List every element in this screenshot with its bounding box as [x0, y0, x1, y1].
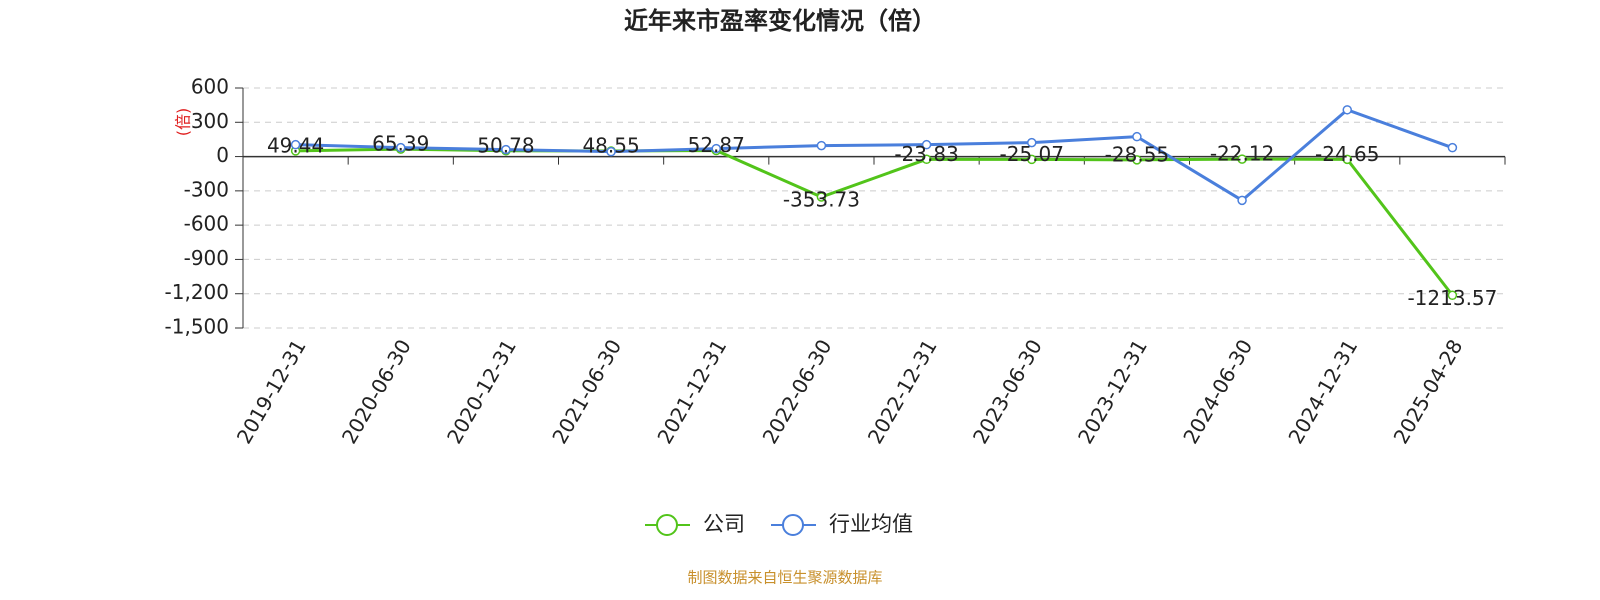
legend-marker	[782, 514, 804, 536]
data-label: 48.55	[582, 134, 639, 158]
data-point	[1132, 155, 1142, 165]
x-tick-label: 2022-12-31	[863, 335, 942, 448]
data-point	[396, 142, 406, 153]
x-tick-label: 2021-12-31	[652, 335, 731, 448]
data-label: -1213.57	[1407, 286, 1497, 310]
y-axis-label: (倍)	[174, 108, 193, 137]
data-label: 49.44	[267, 133, 324, 157]
data-point	[501, 144, 511, 155]
x-tick-label: 2023-12-31	[1073, 335, 1152, 448]
data-point	[816, 140, 827, 151]
data-point	[921, 154, 932, 165]
data-point	[816, 192, 827, 202]
data-label: -25.07	[1000, 142, 1064, 166]
x-tick-label: 2024-06-30	[1178, 335, 1257, 448]
y-tick-label: -300	[184, 177, 229, 201]
data-label: -22.12	[1210, 142, 1274, 166]
data-point	[1237, 195, 1247, 206]
data-point	[606, 146, 616, 157]
data-label: -23.83	[894, 142, 958, 166]
x-tick-label: 2021-06-30	[547, 335, 626, 448]
x-tick-label: 2025-04-28	[1389, 335, 1468, 448]
x-tick-label: 2023-06-30	[968, 335, 1047, 448]
series-line	[295, 108, 1453, 203]
data-point	[1342, 105, 1352, 115]
series-line	[295, 147, 1454, 297]
legend-label: 行业均值	[829, 512, 913, 536]
y-tick-label: -1,200	[165, 280, 229, 304]
data-label: 52.87	[688, 133, 745, 157]
x-tick-label: 2020-06-30	[337, 335, 416, 448]
y-tick-label: 0	[216, 143, 229, 167]
y-tick-label: -900	[184, 246, 229, 270]
data-label: -24.65	[1315, 142, 1379, 166]
source-note: 制图数据来自恒生聚源数据库	[687, 569, 882, 587]
data-point	[290, 139, 301, 150]
chart-title: 近年来市盈率变化情况（倍）	[624, 7, 936, 35]
y-tick-label: -600	[184, 212, 229, 236]
data-point	[921, 139, 932, 150]
legend-marker	[656, 514, 678, 536]
x-tick-label: 2020-12-31	[442, 335, 521, 448]
data-point	[1027, 154, 1037, 165]
data-label: -28.55	[1105, 142, 1169, 166]
y-tick-label: -1,500	[165, 315, 229, 339]
data-point	[1132, 131, 1142, 142]
data-label: 65.39	[372, 132, 429, 156]
y-tick-label: 300	[191, 109, 229, 133]
data-point	[1342, 154, 1352, 165]
data-label: 50.78	[477, 133, 534, 157]
x-tick-label: 2019-12-31	[232, 335, 311, 448]
x-tick-label: 2022-06-30	[758, 335, 837, 448]
x-tick-label: 2024-12-31	[1283, 335, 1362, 448]
data-point	[1027, 137, 1037, 148]
data-label: -353.73	[783, 187, 860, 211]
data-point	[711, 143, 721, 154]
data-point	[1237, 154, 1247, 164]
legend-label: 公司	[703, 512, 745, 536]
data-point	[1447, 142, 1458, 153]
data-point	[1447, 290, 1458, 301]
y-tick-label: 600	[191, 75, 229, 99]
